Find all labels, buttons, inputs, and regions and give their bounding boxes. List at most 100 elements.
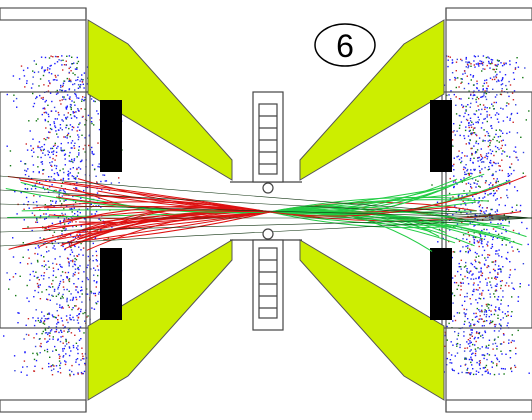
hit — [483, 358, 484, 359]
hit — [44, 266, 45, 267]
hit — [459, 125, 460, 126]
hit — [44, 71, 45, 72]
hit — [35, 346, 36, 347]
hit — [472, 264, 473, 265]
hit — [61, 55, 62, 56]
hit — [473, 124, 474, 125]
hit — [74, 105, 75, 106]
hit — [509, 175, 510, 176]
hit — [450, 178, 451, 179]
hit — [468, 183, 469, 184]
hit — [483, 129, 484, 130]
hit — [45, 318, 46, 319]
hit — [56, 155, 57, 156]
hit — [452, 320, 453, 321]
hit — [52, 223, 53, 224]
hit — [483, 298, 484, 299]
hit — [470, 158, 471, 159]
hit — [482, 122, 483, 123]
hit — [49, 132, 50, 133]
hit — [484, 314, 485, 315]
hit — [3, 335, 4, 336]
hit — [96, 286, 97, 287]
hit — [60, 127, 61, 128]
hit — [52, 148, 53, 149]
hit — [488, 152, 489, 153]
hit — [71, 147, 72, 148]
hit — [522, 77, 523, 78]
hit — [505, 144, 506, 145]
hit — [63, 96, 64, 97]
hit — [482, 63, 483, 64]
hit — [65, 164, 66, 165]
hit — [515, 348, 516, 349]
hit — [477, 347, 478, 348]
hit — [26, 170, 27, 171]
hit — [490, 140, 491, 141]
hit — [477, 158, 478, 159]
hit — [81, 101, 82, 102]
hit — [63, 281, 64, 282]
hit — [526, 228, 527, 229]
hit — [48, 366, 49, 367]
hit — [76, 359, 77, 360]
hit — [468, 252, 469, 253]
hit — [71, 371, 72, 372]
hit — [453, 123, 454, 124]
hit — [100, 220, 101, 221]
hit — [489, 67, 490, 68]
hit — [486, 82, 487, 83]
hit — [62, 325, 63, 326]
hit — [501, 325, 502, 326]
hit — [454, 316, 455, 317]
hit — [84, 312, 85, 313]
hit — [27, 168, 28, 169]
hit — [65, 361, 66, 362]
hit — [448, 56, 449, 57]
hit — [87, 265, 88, 266]
hit — [39, 182, 40, 183]
hit — [63, 178, 64, 179]
hit — [473, 291, 474, 292]
hit — [455, 105, 456, 106]
hit — [458, 333, 459, 334]
hit — [48, 261, 49, 262]
hit — [489, 272, 490, 273]
hit — [492, 184, 493, 185]
hit — [96, 281, 97, 282]
hit — [21, 65, 22, 66]
hit — [464, 350, 465, 351]
hit — [478, 56, 479, 57]
hit — [480, 186, 481, 187]
hit — [501, 140, 502, 141]
hit — [50, 93, 51, 94]
hit — [482, 374, 483, 375]
hit — [97, 275, 98, 276]
hit — [496, 77, 497, 78]
hit — [52, 235, 53, 236]
hit — [83, 100, 84, 101]
hit — [463, 106, 464, 107]
hit — [457, 59, 458, 60]
hit — [39, 322, 40, 323]
hit — [32, 83, 33, 84]
hit — [93, 154, 94, 155]
hit — [64, 289, 65, 290]
hit — [465, 130, 466, 131]
hit — [61, 307, 62, 308]
hit — [44, 261, 45, 262]
hit — [479, 364, 480, 365]
hit — [446, 326, 447, 327]
hit — [56, 168, 57, 169]
hit — [35, 188, 36, 189]
hit — [493, 195, 494, 196]
hit — [460, 289, 461, 290]
hit — [40, 352, 41, 353]
hit — [77, 156, 78, 157]
hit — [72, 140, 73, 141]
hit — [75, 272, 76, 273]
hit — [471, 173, 472, 174]
hit — [25, 163, 26, 164]
hit — [494, 193, 495, 194]
hit — [38, 245, 39, 246]
